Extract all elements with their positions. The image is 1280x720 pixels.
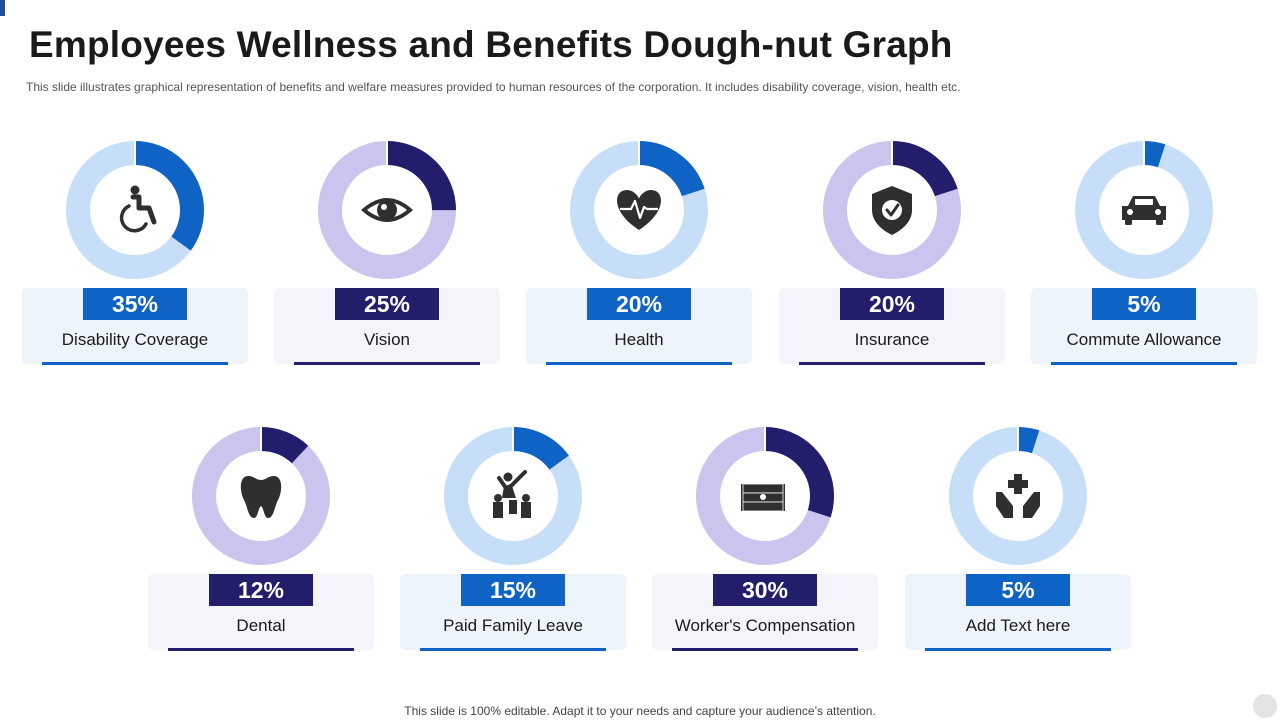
benefit-label: Disability Coverage [61,330,209,349]
money-stack-icon [741,483,785,512]
donut-svg [66,141,204,279]
donut-svg [949,427,1087,565]
benefit-label: Worker's Compensation [674,616,856,635]
benefit-underline [294,362,480,365]
footer-note: This slide is 100% editable. Adapt it to… [404,704,876,718]
percentage-badge: 20% [587,288,691,320]
donut-svg [823,141,961,279]
benefit-card-vision: 25% Vision [274,140,500,380]
heart-pulse-icon [617,190,661,230]
donut-track [949,427,1087,565]
benefit-info-panel: 30% Worker's Compensation [652,574,878,651]
tooth-icon [240,476,282,518]
donut-svg [696,427,834,565]
benefit-label: Commute Allowance [1066,330,1222,349]
benefit-info-panel: 15% Paid Family Leave [400,574,626,651]
donut-chart [191,426,331,566]
donut-chart [443,426,583,566]
percentage-badge: 15% [461,574,565,606]
donut-chart [1074,140,1214,280]
percentage-badge: 5% [966,574,1070,606]
benefit-underline [546,362,732,365]
donut-chart [317,140,457,280]
donut-svg [318,141,456,279]
benefit-info-panel: 5% Commute Allowance [1031,288,1257,365]
medical-hands-icon [996,474,1040,518]
page-subtitle: This slide illustrates graphical represe… [26,80,961,94]
benefit-card-add-text-here: 5% Add Text here [905,426,1131,666]
benefit-underline [42,362,228,365]
benefit-label: Paid Family Leave [443,616,583,635]
donut-chart [695,426,835,566]
percentage-badge: 25% [335,288,439,320]
benefit-label: Vision [364,330,410,349]
benefit-info-panel: 12% Dental [148,574,374,651]
percentage-badge: 20% [840,288,944,320]
benefit-underline [672,648,858,651]
benefit-label: Dental [236,616,286,635]
donut-svg [444,427,582,565]
donut-svg [1075,141,1213,279]
benefit-card-health: 20% Health [526,140,752,380]
percentage-badge: 30% [713,574,817,606]
page-title: Employees Wellness and Benefits Dough-nu… [29,24,953,65]
percentage-badge: 35% [83,288,187,320]
benefit-label: Add Text here [965,616,1071,635]
wheelchair-icon [119,185,157,233]
donut-svg [192,427,330,565]
benefit-info-panel: 20% Health [526,288,752,365]
donut-chart [569,140,709,280]
benefit-card-insurance: 20% Insurance [779,140,1005,380]
donut-svg [570,141,708,279]
percentage-badge: 12% [209,574,313,606]
percentage-badge: 5% [1092,288,1196,320]
shield-check-icon [872,186,912,235]
family-icon [493,470,531,518]
eye-icon [361,198,413,222]
car-icon [1122,196,1166,225]
benefit-card-commute-allowance: 5% Commute Allowance [1031,140,1257,380]
benefit-underline [1051,362,1237,365]
benefit-info-panel: 5% Add Text here [905,574,1131,651]
benefit-underline [925,648,1111,651]
benefit-card-worker-s-compensation: 30% Worker's Compensation [652,426,878,666]
benefit-underline [799,362,985,365]
benefit-card-dental: 12% Dental [148,426,374,666]
donut-chart [948,426,1088,566]
donut-chart [65,140,205,280]
benefit-card-paid-family-leave: 15% Paid Family Leave [400,426,626,666]
benefit-info-panel: 25% Vision [274,288,500,365]
benefit-label: Health [614,330,664,349]
donut-chart [822,140,962,280]
benefit-label: Insurance [854,330,930,349]
benefit-info-panel: 20% Insurance [779,288,1005,365]
corner-accent-bar [0,0,5,16]
benefit-info-panel: 35% Disability Coverage [22,288,248,365]
slide-nav-button[interactable] [1253,694,1277,718]
benefit-underline [168,648,354,651]
benefit-card-disability-coverage: 35% Disability Coverage [22,140,248,380]
benefit-underline [420,648,606,651]
